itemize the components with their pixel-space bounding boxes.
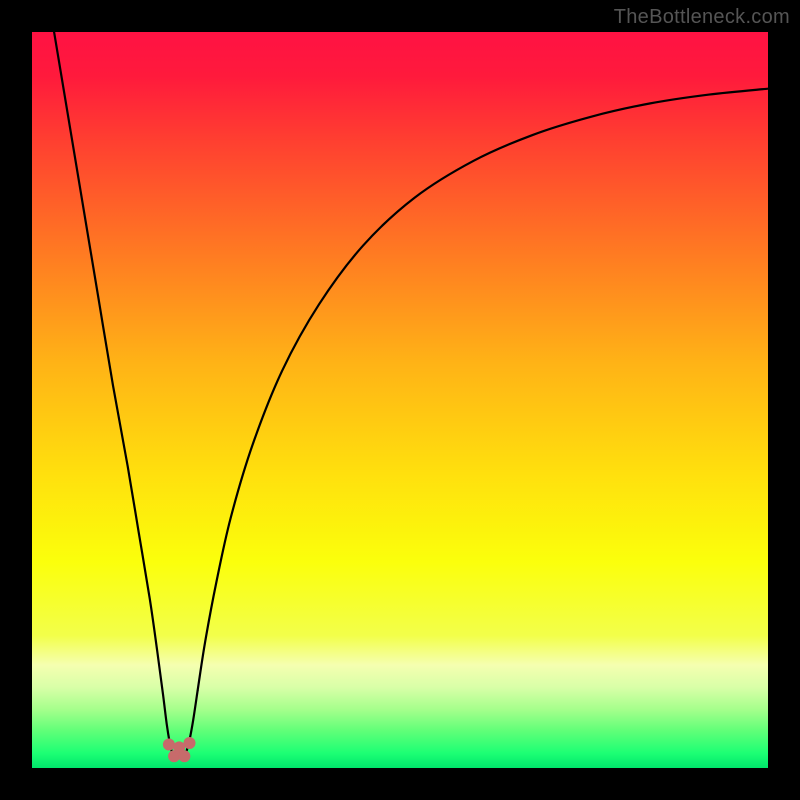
- bottleneck-curve-chart: [32, 32, 768, 768]
- chart-container: [32, 32, 768, 768]
- gradient-background: [32, 32, 768, 768]
- watermark-text: TheBottleneck.com: [614, 6, 790, 29]
- marker-point-3: [178, 750, 190, 762]
- marker-point-4: [184, 737, 196, 749]
- marker-point-0: [163, 738, 175, 750]
